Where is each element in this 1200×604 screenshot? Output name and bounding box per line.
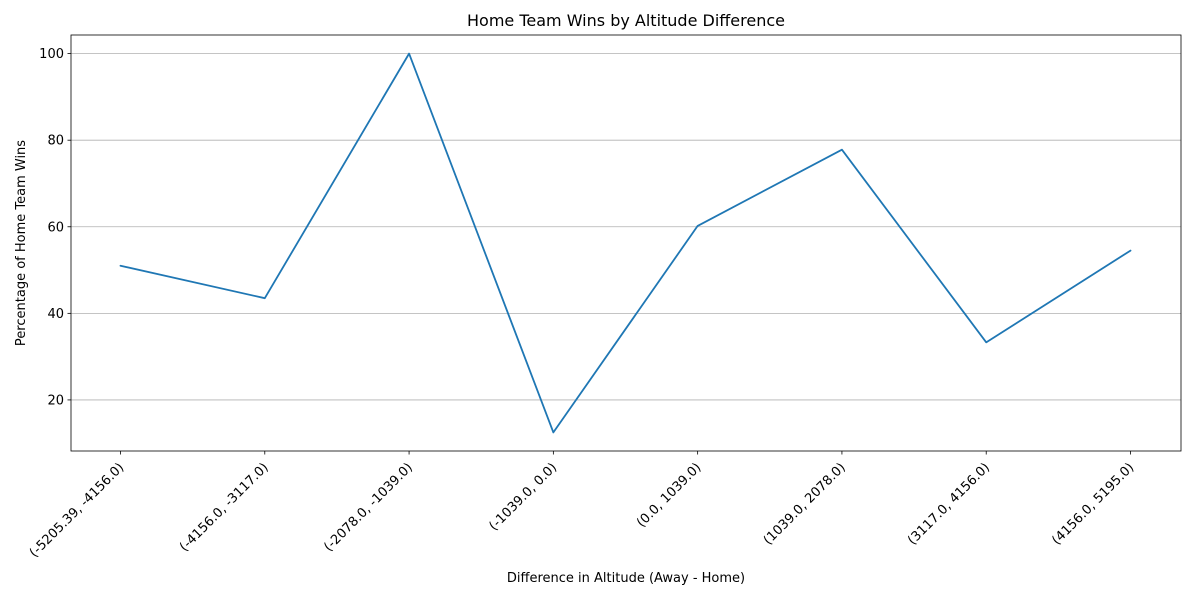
series-layer bbox=[119, 52, 1133, 434]
y-tick-label: 20 bbox=[47, 393, 64, 408]
y-axis-label: Percentage of Home Team Wins bbox=[14, 140, 29, 346]
y-tick-label: 40 bbox=[47, 307, 64, 322]
x-tick-label: (0.0, 1039.0) bbox=[634, 460, 704, 530]
x-tick-label: (-5205.39, -4156.0) bbox=[27, 460, 127, 560]
x-tick-label: (-2078.0, -1039.0) bbox=[321, 460, 416, 555]
series-line-0 bbox=[119, 52, 1132, 434]
data-point bbox=[407, 52, 411, 56]
data-point bbox=[984, 340, 988, 344]
x-axis-label: Difference in Altitude (Away - Home) bbox=[507, 571, 745, 586]
y-tick-label: 80 bbox=[47, 134, 64, 149]
x-tick-label: (3117.0, 4156.0) bbox=[905, 460, 993, 548]
y-axis-ticks: 20 40 60 80 100 bbox=[39, 47, 71, 408]
chart-title: Home Team Wins by Altitude Difference bbox=[467, 11, 785, 30]
x-axis-ticks: (-5205.39, -4156.0) (-4156.0, -3117.0) (-2… bbox=[27, 451, 1137, 561]
data-point bbox=[119, 264, 123, 268]
data-point bbox=[840, 148, 844, 152]
x-tick-label: (1039.0, 2078.0) bbox=[761, 460, 849, 548]
data-point bbox=[263, 296, 267, 300]
x-tick-label: (-1039.0, 0.0) bbox=[486, 460, 560, 534]
x-tick-label: (-4156.0, -3117.0) bbox=[177, 460, 272, 555]
y-tick-label: 60 bbox=[47, 220, 64, 235]
gridlines bbox=[71, 53, 1181, 401]
plot-frame bbox=[70, 34, 1182, 452]
y-tick-label: 100 bbox=[39, 47, 64, 62]
data-point bbox=[696, 224, 700, 228]
data-point bbox=[1129, 249, 1133, 253]
data-point bbox=[551, 430, 555, 434]
x-tick-label: (4156.0, 5195.0) bbox=[1049, 460, 1137, 548]
